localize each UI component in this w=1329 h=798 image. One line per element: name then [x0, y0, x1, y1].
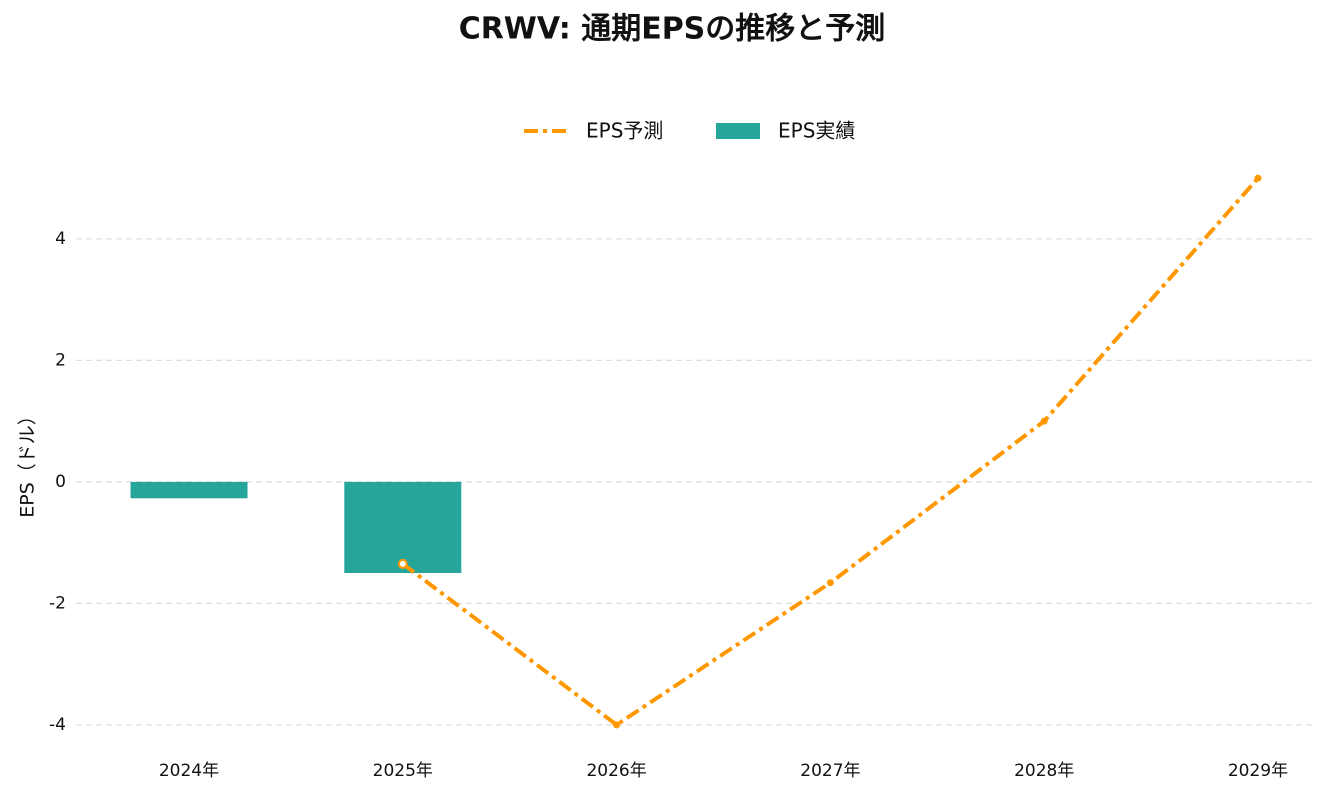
legend-label: EPS予測 [586, 119, 663, 143]
bar [130, 481, 248, 499]
x-tick-label: 2026年 [586, 761, 646, 781]
x-tick-label: 2027年 [800, 761, 860, 781]
x-tick-label: 2029年 [1228, 761, 1288, 781]
line-marker [613, 721, 621, 729]
legend-swatch [716, 123, 760, 139]
line-marker [826, 579, 834, 587]
x-tick-label: 2024年 [159, 761, 219, 781]
y-tick-label: -4 [49, 715, 66, 735]
line [401, 176, 1260, 728]
y-tick-label: 4 [55, 229, 66, 249]
y-tick-label: -2 [49, 593, 66, 613]
chart-title: CRWV: 通期EPSの推移と予測 [459, 12, 886, 47]
x-tick-label: 2028年 [1014, 761, 1074, 781]
y-tick-label: 2 [55, 350, 66, 370]
line-marker [1040, 417, 1048, 425]
line-marker [1254, 174, 1262, 182]
x-tick-label: 2025年 [373, 761, 433, 781]
y-axis-label: EPS（ドル） [17, 406, 39, 518]
legend-label: EPS実績 [778, 119, 855, 143]
bar [344, 481, 462, 573]
y-tick-label: 0 [55, 472, 66, 492]
line-marker [397, 558, 408, 569]
